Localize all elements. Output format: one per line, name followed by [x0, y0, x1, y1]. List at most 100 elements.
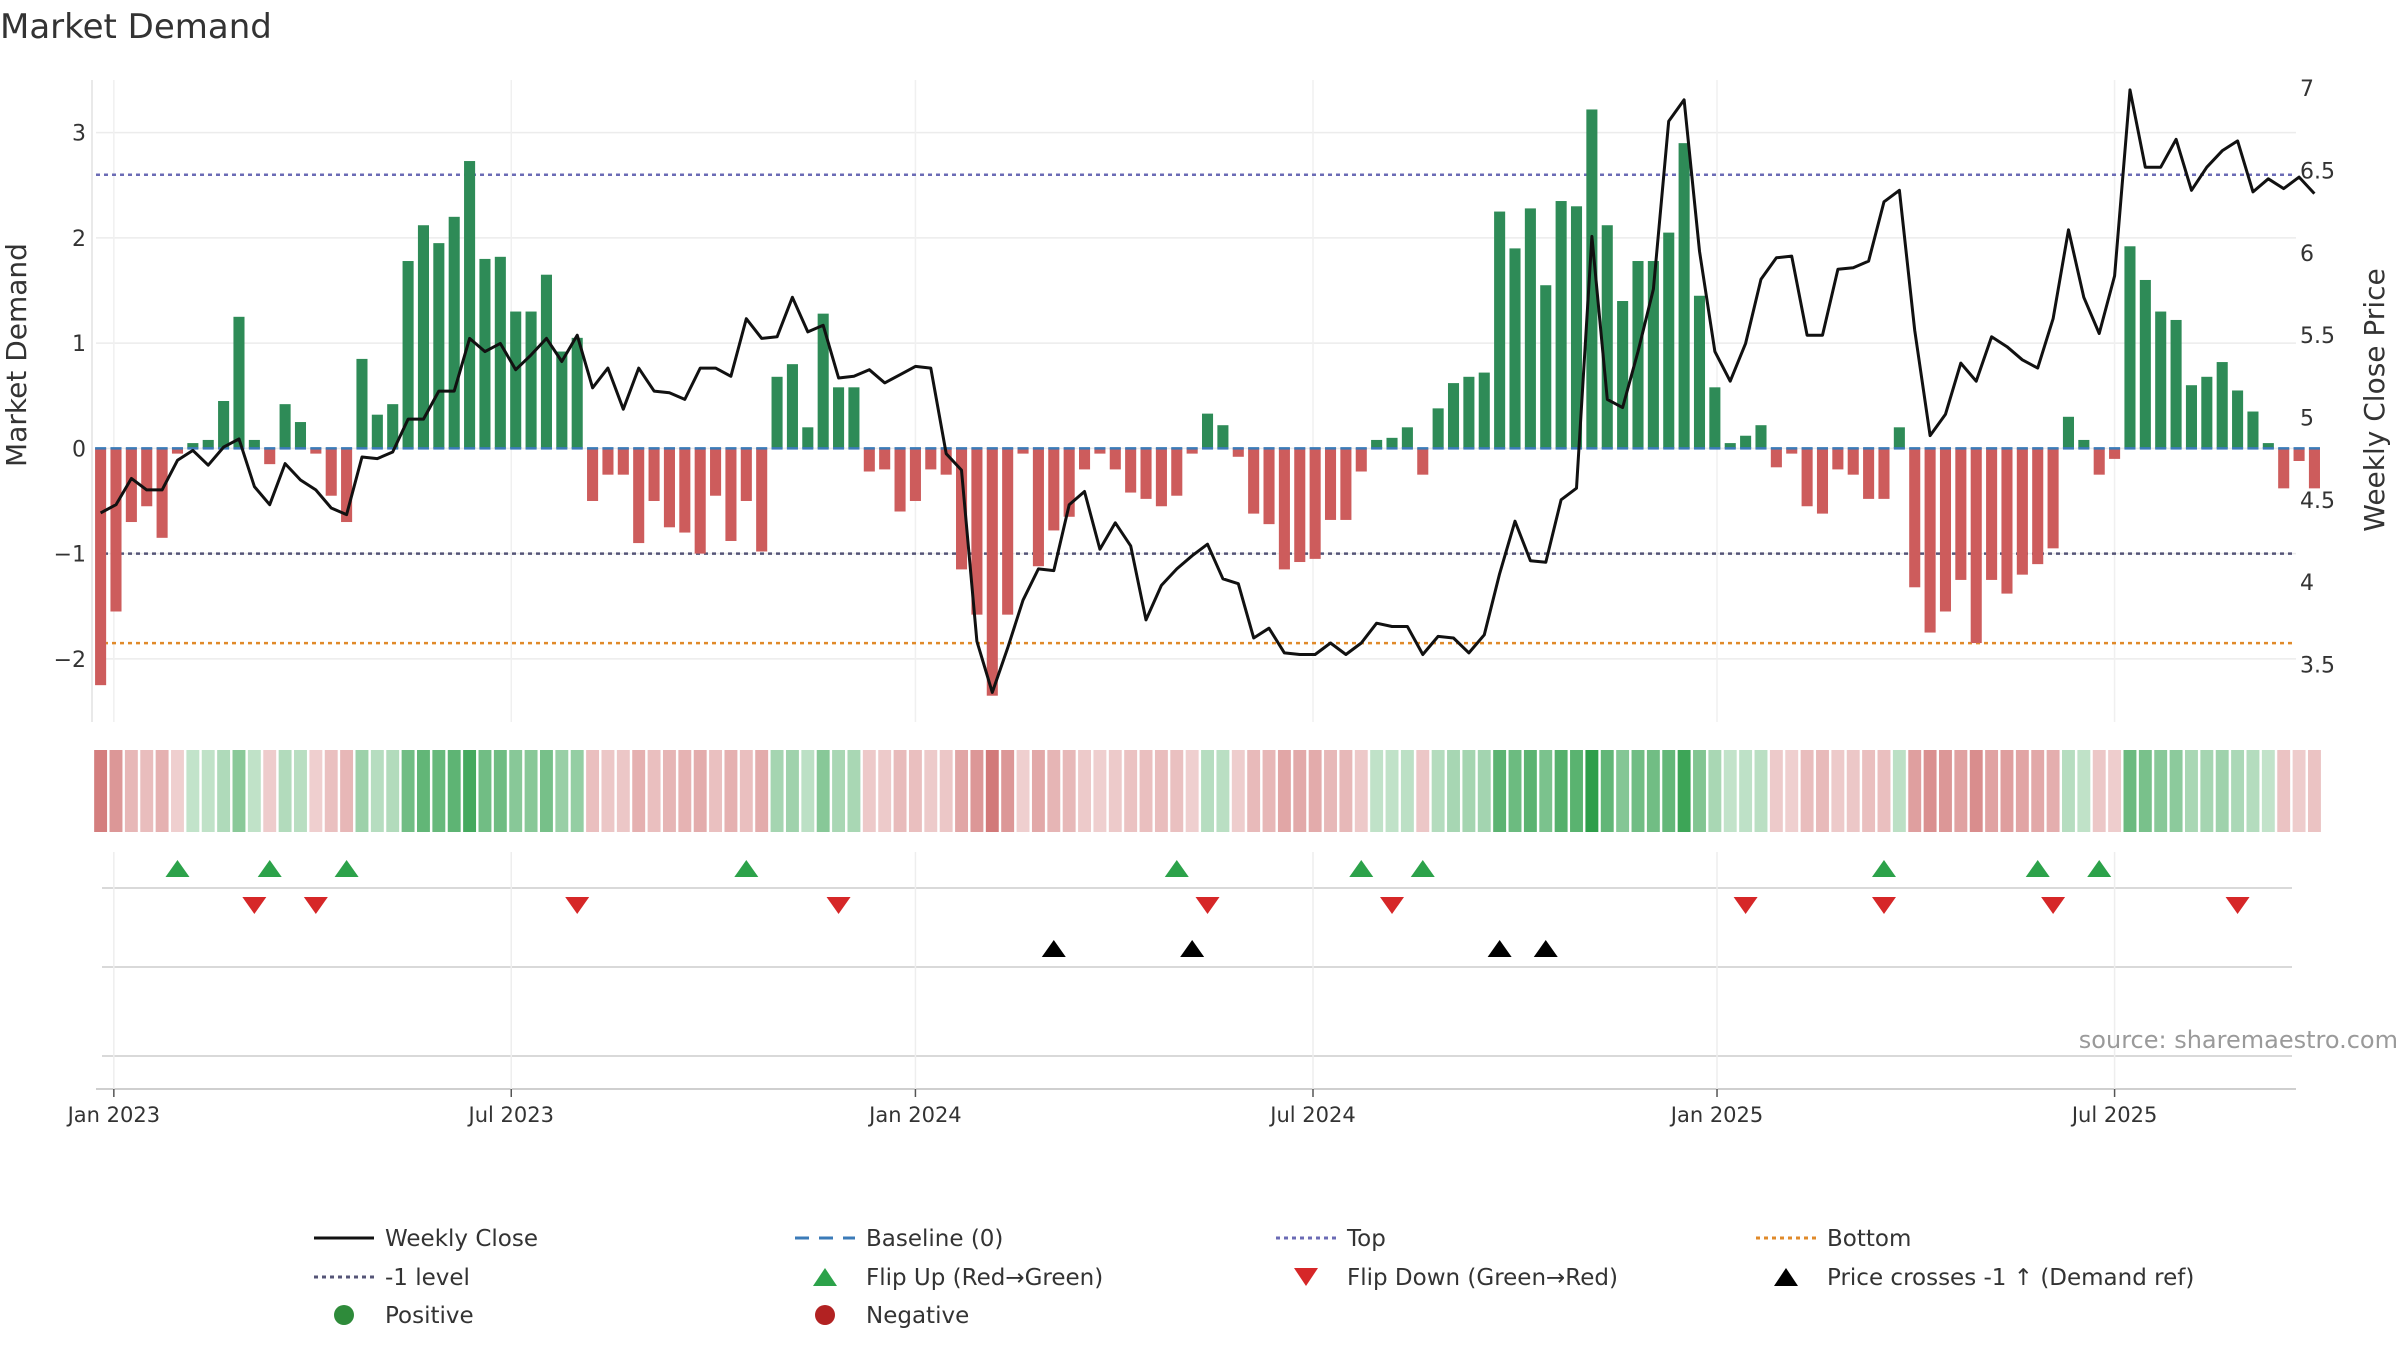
legend-label: Flip Up (Red→Green)	[866, 1265, 1103, 1291]
demand-bar	[187, 443, 199, 449]
heat-cell	[2261, 750, 2275, 832]
demand-bar	[848, 387, 860, 449]
demand-bar	[279, 404, 291, 449]
demand-bar	[909, 448, 921, 501]
demand-bar	[1601, 225, 1613, 449]
heat-cell	[1693, 750, 1706, 832]
y-axis-label: Market Demand	[0, 243, 33, 467]
heat-cell	[1370, 750, 1384, 832]
demand-bar	[1909, 448, 1921, 588]
legend-item: Negative	[815, 1303, 969, 1329]
y-tick-label: 1	[72, 332, 86, 357]
heat-cell	[1846, 750, 1860, 832]
demand-bar	[171, 448, 184, 454]
demand-bar	[710, 448, 722, 496]
demand-bar	[2078, 439, 2090, 449]
demand-bar	[1432, 408, 1444, 449]
x-tick-label: Jul 2023	[467, 1103, 554, 1127]
heat-cell	[2246, 750, 2260, 832]
demand-bar	[1617, 301, 1629, 449]
demand-bar	[1232, 448, 1244, 457]
flip-down-marker	[1733, 897, 1758, 914]
demand-bar	[1693, 295, 1706, 449]
heat-cell	[1170, 750, 1184, 832]
heat-cell	[1862, 750, 1876, 832]
heat-cell	[1416, 750, 1430, 832]
heat-cell	[2292, 750, 2306, 832]
heat-cell	[1985, 750, 1999, 832]
demand-bar	[1002, 448, 1014, 615]
flip-down-marker	[242, 897, 267, 914]
heat-cell	[2231, 750, 2245, 832]
heat-cell	[447, 750, 461, 832]
demand-bar	[1832, 448, 1844, 470]
heat-cell	[1723, 750, 1737, 832]
heat-cell	[801, 750, 815, 832]
heat-cell	[2015, 750, 2029, 832]
legend-item: Flip Down (Green→Red)	[1294, 1265, 1618, 1291]
demand-bar	[940, 448, 952, 475]
heat-cell	[893, 750, 907, 832]
demand-bar	[1371, 439, 1383, 449]
demand-bar	[2170, 319, 2182, 449]
heat-cell	[355, 750, 369, 832]
demand-bar	[1017, 448, 1029, 454]
heat-cell	[1646, 750, 1660, 832]
demand-bar	[1079, 448, 1091, 470]
demand-bar	[1340, 448, 1352, 520]
demand-bar	[2155, 311, 2167, 449]
demand-bar	[802, 427, 814, 449]
demand-bar	[1509, 248, 1521, 449]
heat-cell	[739, 750, 753, 832]
demand-bar	[1570, 206, 1583, 449]
heat-cell	[1523, 750, 1537, 832]
demand-bar	[1478, 372, 1490, 449]
y2-tick-label: 5.5	[2300, 324, 2335, 349]
heat-cell	[1969, 750, 1983, 832]
demand-bar	[863, 448, 875, 472]
heat-cell	[678, 750, 692, 832]
flip-up-marker	[257, 860, 282, 877]
demand-bar	[433, 243, 445, 449]
demand-bar	[264, 448, 276, 465]
demand-bar	[1094, 448, 1106, 454]
heat-cell	[1016, 750, 1030, 832]
heat-cell	[1154, 750, 1168, 832]
y2-tick-label: 6.5	[2300, 160, 2335, 185]
demand-bar	[1863, 448, 1875, 499]
demand-bar	[663, 448, 675, 528]
heat-cell	[2000, 750, 2014, 832]
heat-cell	[1493, 750, 1507, 832]
demand-bar	[2293, 448, 2305, 461]
demand-bar	[2216, 362, 2228, 449]
legend-label: Baseline (0)	[866, 1226, 1003, 1252]
heat-cell	[1247, 750, 1261, 832]
demand-bar	[1032, 448, 1044, 567]
demand-bar	[1939, 448, 1952, 612]
demand-bar	[633, 448, 645, 544]
heat-cell	[201, 750, 215, 832]
legend-item: -1 level	[314, 1265, 470, 1291]
demand-bar	[1770, 448, 1782, 468]
heat-cell	[309, 750, 323, 832]
flip-up-marker	[1164, 860, 1189, 877]
demand-bar	[1724, 443, 1736, 449]
heat-cell	[847, 750, 861, 832]
heat-cell	[1939, 750, 1952, 832]
heat-cell	[1462, 750, 1476, 832]
heat-cell	[1324, 750, 1337, 832]
heat-cell	[1201, 750, 1214, 832]
heat-cell	[2307, 750, 2321, 832]
demand-bar	[1109, 448, 1121, 470]
demand-bar	[1386, 437, 1398, 449]
heat-cell	[985, 750, 999, 832]
y2-tick-label: 7	[2300, 77, 2314, 102]
heat-cell	[124, 750, 138, 832]
heat-cell	[1277, 750, 1291, 832]
demand-bar	[1048, 448, 1060, 531]
demand-bar	[786, 364, 798, 449]
y2-tick-label: 4	[2300, 571, 2314, 596]
heat-cell	[601, 750, 615, 832]
demand-bar	[2016, 448, 2028, 575]
heat-cell	[1600, 750, 1614, 832]
